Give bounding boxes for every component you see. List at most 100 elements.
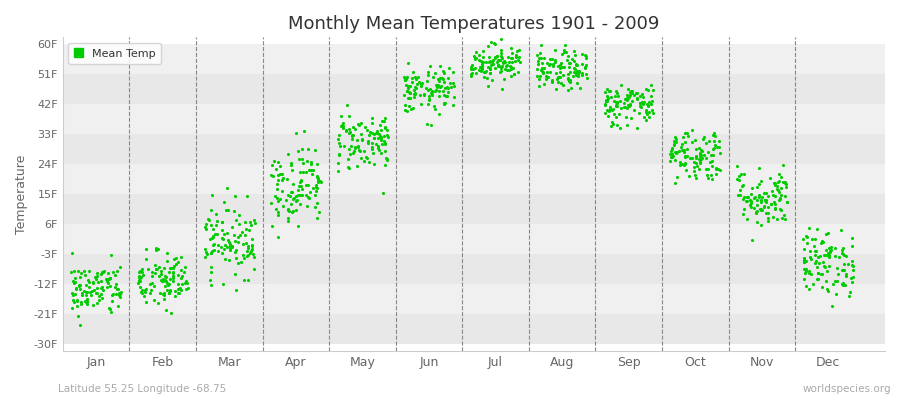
Point [750, 208, 764, 214]
Point [203, 282, 218, 288]
Point [366, 130, 381, 137]
Point [441, 75, 455, 81]
Point [331, 168, 346, 174]
Point [689, 154, 704, 160]
Point [148, 246, 163, 253]
Point [468, 65, 482, 72]
Point [608, 103, 623, 110]
Point [310, 179, 325, 185]
Point [477, 68, 491, 75]
Point [158, 291, 172, 298]
Point [536, 65, 550, 72]
Text: worldspecies.org: worldspecies.org [803, 384, 891, 394]
Point [158, 273, 173, 280]
Point [600, 95, 615, 102]
Point [70, 298, 85, 304]
Point [281, 192, 295, 198]
Point [240, 276, 255, 283]
Point [669, 135, 683, 142]
Point [754, 178, 769, 184]
Point [139, 246, 153, 252]
Point [346, 150, 360, 156]
Point [575, 61, 590, 68]
Point [497, 76, 511, 82]
Point [820, 286, 834, 292]
Point [238, 232, 252, 238]
Point [94, 271, 108, 277]
Point [575, 51, 590, 57]
Point [144, 286, 158, 293]
Point [547, 47, 562, 53]
Point [180, 280, 194, 286]
Point [772, 178, 787, 185]
Point [845, 243, 859, 249]
Point [846, 263, 860, 269]
Point [796, 236, 810, 242]
Point [551, 62, 565, 69]
Point [693, 153, 707, 159]
Point [436, 88, 450, 94]
Point [374, 134, 388, 140]
Point [350, 137, 365, 143]
Bar [63, 44, 885, 74]
Point [66, 297, 80, 303]
Point [103, 304, 117, 311]
Point [149, 266, 164, 272]
Point [425, 88, 439, 95]
Point [344, 143, 358, 150]
Point [839, 273, 853, 279]
Point [345, 132, 359, 139]
Point [570, 80, 584, 86]
Point [223, 246, 238, 253]
Point [94, 285, 108, 291]
Bar [63, 74, 885, 104]
Point [689, 160, 704, 166]
Point [605, 119, 619, 126]
Point [760, 218, 775, 224]
Point [599, 106, 614, 113]
Point [669, 139, 683, 145]
Point [334, 122, 348, 129]
Point [345, 136, 359, 142]
Point [206, 233, 220, 239]
Point [408, 90, 422, 97]
Point [132, 268, 147, 274]
Point [674, 144, 688, 150]
Point [739, 198, 753, 204]
Point [67, 280, 81, 286]
Point [440, 84, 454, 90]
Point [685, 139, 699, 145]
Point [802, 270, 816, 276]
Point [778, 180, 792, 186]
Bar [63, 134, 885, 164]
Point [380, 156, 394, 162]
Point [361, 139, 375, 146]
Point [149, 266, 164, 272]
Point [829, 291, 843, 297]
Point [609, 102, 624, 108]
Point [274, 171, 289, 177]
Point [407, 87, 421, 93]
Point [402, 95, 417, 101]
Point [132, 275, 147, 282]
Point [826, 281, 841, 288]
Point [633, 100, 647, 106]
Point [237, 254, 251, 261]
Point [172, 290, 186, 296]
Point [144, 280, 158, 287]
Point [136, 272, 150, 278]
Point [270, 186, 284, 192]
Point [343, 150, 357, 157]
Point [355, 136, 369, 142]
Point [609, 99, 624, 106]
Point [400, 76, 414, 82]
Point [378, 140, 392, 147]
Point [431, 76, 446, 83]
Point [807, 260, 822, 266]
Point [347, 147, 362, 154]
Point [299, 182, 313, 188]
Point [86, 302, 101, 308]
Point [570, 62, 584, 68]
Point [712, 138, 726, 144]
Point [800, 240, 814, 246]
